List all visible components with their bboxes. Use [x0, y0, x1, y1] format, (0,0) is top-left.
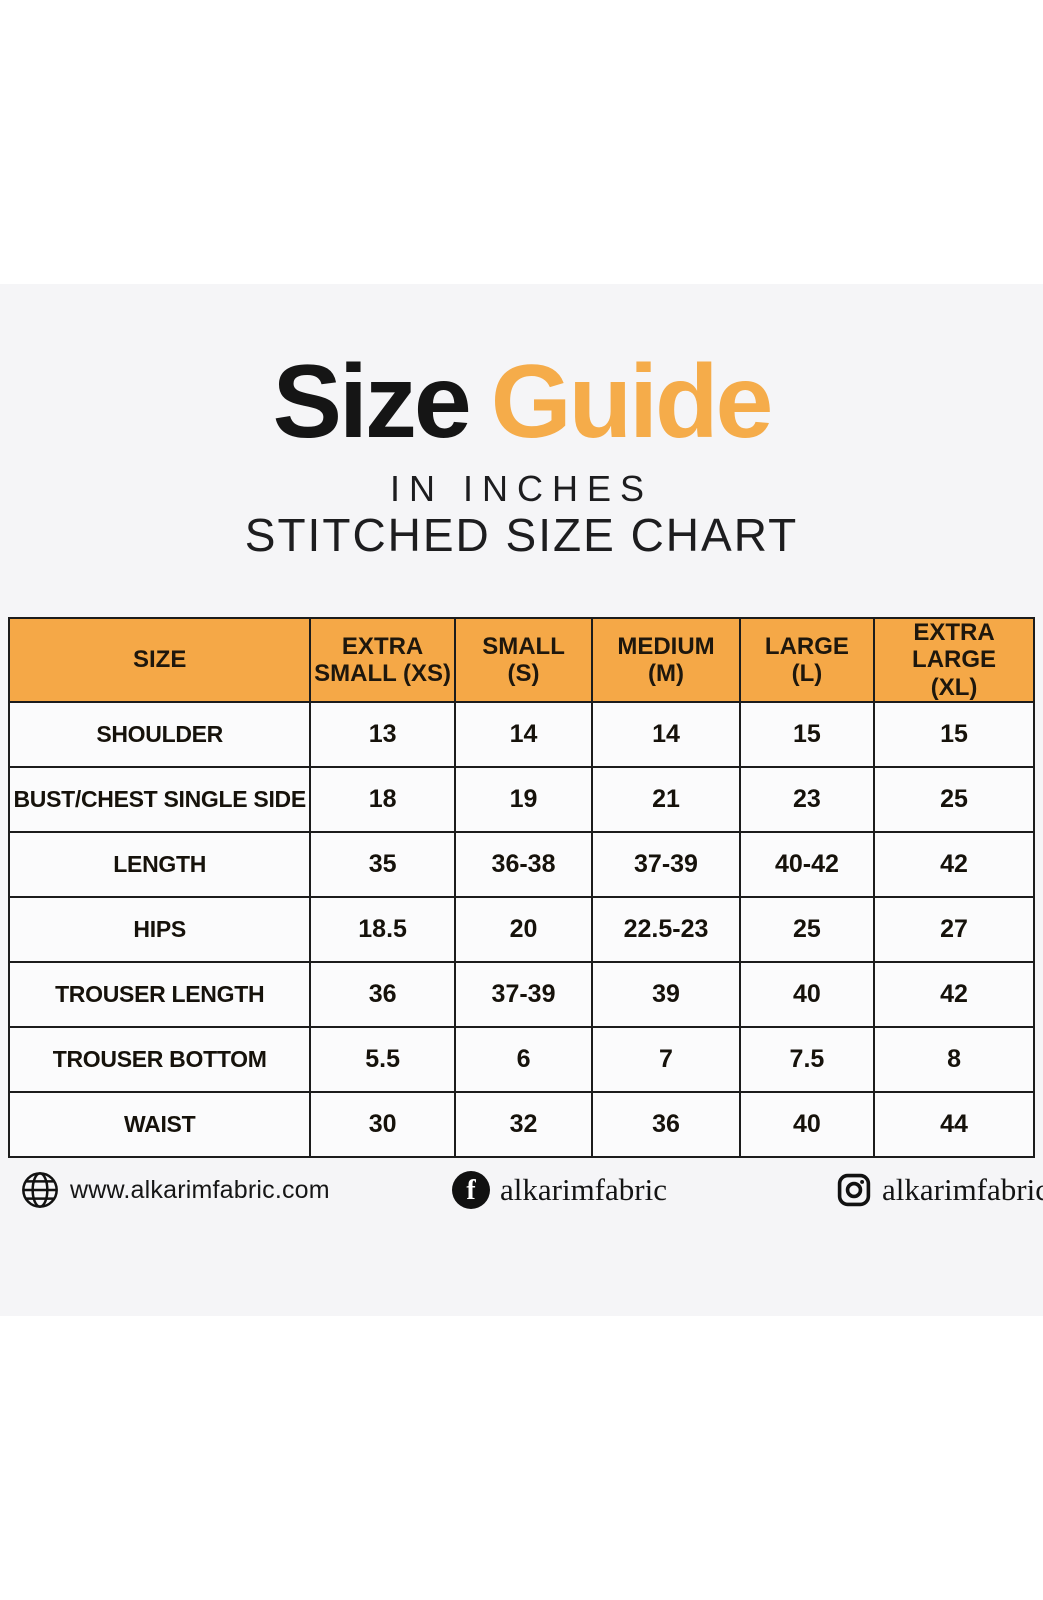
value-cell: 36	[591, 1091, 741, 1159]
value-cell: 40-42	[738, 831, 876, 899]
value-cell: 7.5	[738, 1026, 876, 1094]
header-row: SIZE EXTRA SMALL (XS) SMALL (S) MEDIUM (…	[7, 616, 1035, 704]
footer-facebook: f alkarimfabric	[452, 1164, 667, 1216]
instagram-icon	[836, 1172, 872, 1208]
row-label-cell: BUST/CHEST SINGLE SIDE	[7, 766, 312, 834]
value-cell: 6	[453, 1026, 594, 1094]
size-table: SIZE EXTRA SMALL (XS) SMALL (S) MEDIUM (…	[7, 616, 1035, 1159]
value-cell: 35	[309, 831, 456, 899]
column-header-s: SMALL (S)	[453, 616, 594, 704]
row-label-cell: SHOULDER	[7, 701, 312, 769]
subtitle-in-inches: IN INCHES	[389, 468, 654, 509]
value-cell: 7	[591, 1026, 741, 1094]
subtitle-stitched-size-chart: STITCHED SIZE CHART	[244, 509, 799, 561]
facebook-handle: alkarimfabric	[500, 1172, 667, 1207]
value-cell: 19	[453, 766, 594, 834]
column-header-size: SIZE	[7, 616, 312, 704]
column-header-m: MEDIUM (M)	[591, 616, 741, 704]
value-cell: 27	[873, 896, 1035, 964]
value-cell: 32	[453, 1091, 594, 1159]
value-cell: 23	[738, 766, 876, 834]
value-cell: 21	[591, 766, 741, 834]
row-label-cell: TROUSER BOTTOM	[7, 1026, 312, 1094]
title-word-guide: Guide	[490, 344, 774, 460]
table-row: LENGTH 35 36-38 37-39 40-42 42	[7, 831, 1035, 899]
value-cell: 37-39	[591, 831, 741, 899]
table-body: SHOULDER 13 14 14 15 15 BUST/CHEST SINGL…	[7, 701, 1035, 1159]
value-cell: 37-39	[453, 961, 594, 1029]
website-url: www.alkarimfabric.com	[70, 1175, 330, 1204]
table-row: WAIST 30 32 36 40 44	[7, 1091, 1035, 1159]
page-title: Size Guide	[0, 347, 1043, 457]
table-row: TROUSER BOTTOM 5.5 6 7 7.5 8	[7, 1026, 1035, 1094]
value-cell: 36-38	[453, 831, 594, 899]
globe-icon	[20, 1170, 60, 1210]
value-cell: 42	[873, 831, 1035, 899]
value-cell: 20	[453, 896, 594, 964]
footer-instagram: alkarimfabrics	[836, 1164, 1043, 1216]
value-cell: 18.5	[309, 896, 456, 964]
row-label-cell: TROUSER LENGTH	[7, 961, 312, 1029]
row-label-cell: HIPS	[7, 896, 312, 964]
table-row: BUST/CHEST SINGLE SIDE 18 19 21 23 25	[7, 766, 1035, 834]
facebook-icon: f	[452, 1171, 490, 1209]
value-cell: 15	[873, 701, 1035, 769]
value-cell: 30	[309, 1091, 456, 1159]
table-row: TROUSER LENGTH 36 37-39 39 40 42	[7, 961, 1035, 1029]
value-cell: 18	[309, 766, 456, 834]
value-cell: 22.5-23	[591, 896, 741, 964]
row-label-cell: WAIST	[7, 1091, 312, 1159]
value-cell: 13	[309, 701, 456, 769]
column-header-xl: EXTRA LARGE (XL)	[873, 616, 1035, 704]
value-cell: 44	[873, 1091, 1035, 1159]
value-cell: 25	[873, 766, 1035, 834]
value-cell: 5.5	[309, 1026, 456, 1094]
value-cell: 40	[738, 961, 876, 1029]
footer-website: www.alkarimfabric.com	[20, 1164, 330, 1216]
table-row: HIPS 18.5 20 22.5-23 25 27	[7, 896, 1035, 964]
instagram-handle: alkarimfabrics	[882, 1172, 1043, 1207]
value-cell: 8	[873, 1026, 1035, 1094]
value-cell: 14	[591, 701, 741, 769]
title-word-size: Size	[272, 344, 472, 460]
value-cell: 14	[453, 701, 594, 769]
value-cell: 42	[873, 961, 1035, 1029]
table-row: SHOULDER 13 14 14 15 15	[7, 701, 1035, 769]
column-header-l: LARGE (L)	[738, 616, 876, 704]
value-cell: 15	[738, 701, 876, 769]
value-cell: 40	[738, 1091, 876, 1159]
row-label-cell: LENGTH	[7, 831, 312, 899]
value-cell: 39	[591, 961, 741, 1029]
value-cell: 36	[309, 961, 456, 1029]
column-header-xs: EXTRA SMALL (XS)	[309, 616, 456, 704]
table-header: SIZE EXTRA SMALL (XS) SMALL (S) MEDIUM (…	[7, 616, 1035, 704]
value-cell: 25	[738, 896, 876, 964]
